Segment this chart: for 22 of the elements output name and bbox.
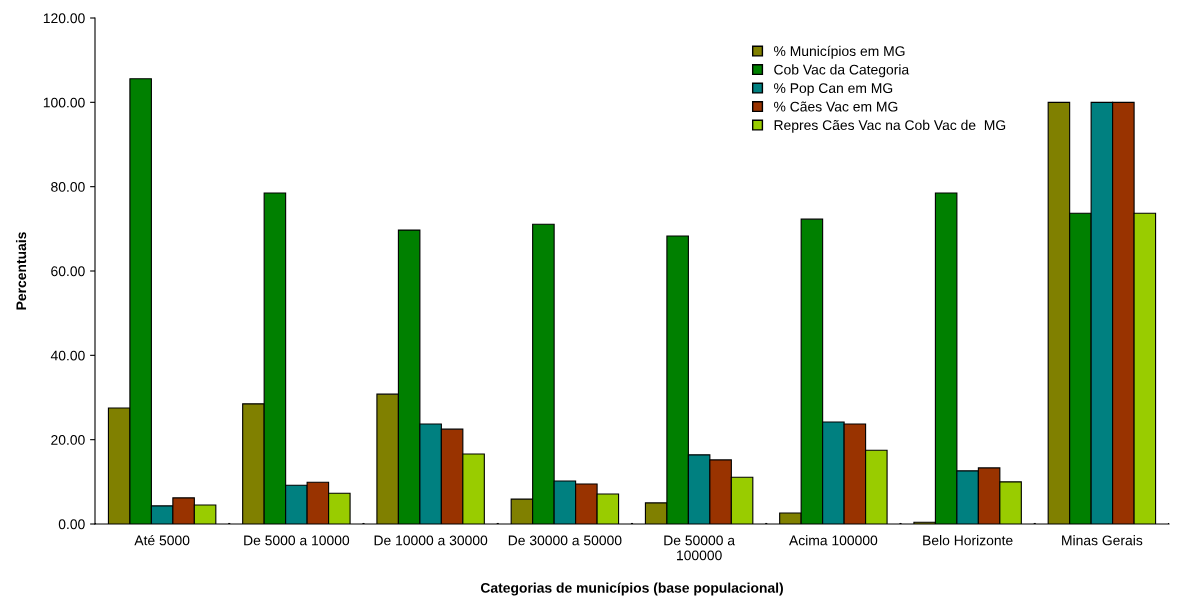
y-tick-label: 0.00 xyxy=(58,519,85,530)
legend-label: % Municípios em MG xyxy=(774,45,905,59)
x-tick-label: Belo Horizonte xyxy=(923,535,1013,546)
x-axis-title: Categorias de municípios (base populacional) xyxy=(480,582,783,596)
x-tick-label: Até 5000 xyxy=(134,534,190,546)
y-tick-label: 120.00 xyxy=(43,13,85,24)
legend-label: % Pop Can em MG xyxy=(774,83,893,96)
y-tick-label: 60.00 xyxy=(51,266,85,277)
y-axis-title: Percentuais xyxy=(15,232,27,310)
legend-label: Repres Cães Vac na Cob Vac de MG xyxy=(774,119,1006,133)
y-tick-label: 80.00 xyxy=(51,182,85,192)
y-tick-label: 100.00 xyxy=(43,97,85,108)
x-tick-label: De 50000 a 100000 xyxy=(664,535,736,561)
x-tick-label: Minas Gerais xyxy=(1062,535,1143,546)
x-tick-label: De 5000 a 10000 xyxy=(244,535,350,546)
legend-label: Cob Vac da Categoria xyxy=(774,64,910,78)
x-tick-label: Acima 100000 xyxy=(789,535,878,546)
y-tick-label: 40.00 xyxy=(50,350,85,361)
x-tick-label: De 30000 a 50000 xyxy=(508,535,622,546)
y-tick-label: 20.00 xyxy=(51,435,85,445)
legend-label: % Cães Vac em MG xyxy=(774,101,898,112)
x-tick-label: De 10000 a 30000 xyxy=(374,535,488,546)
